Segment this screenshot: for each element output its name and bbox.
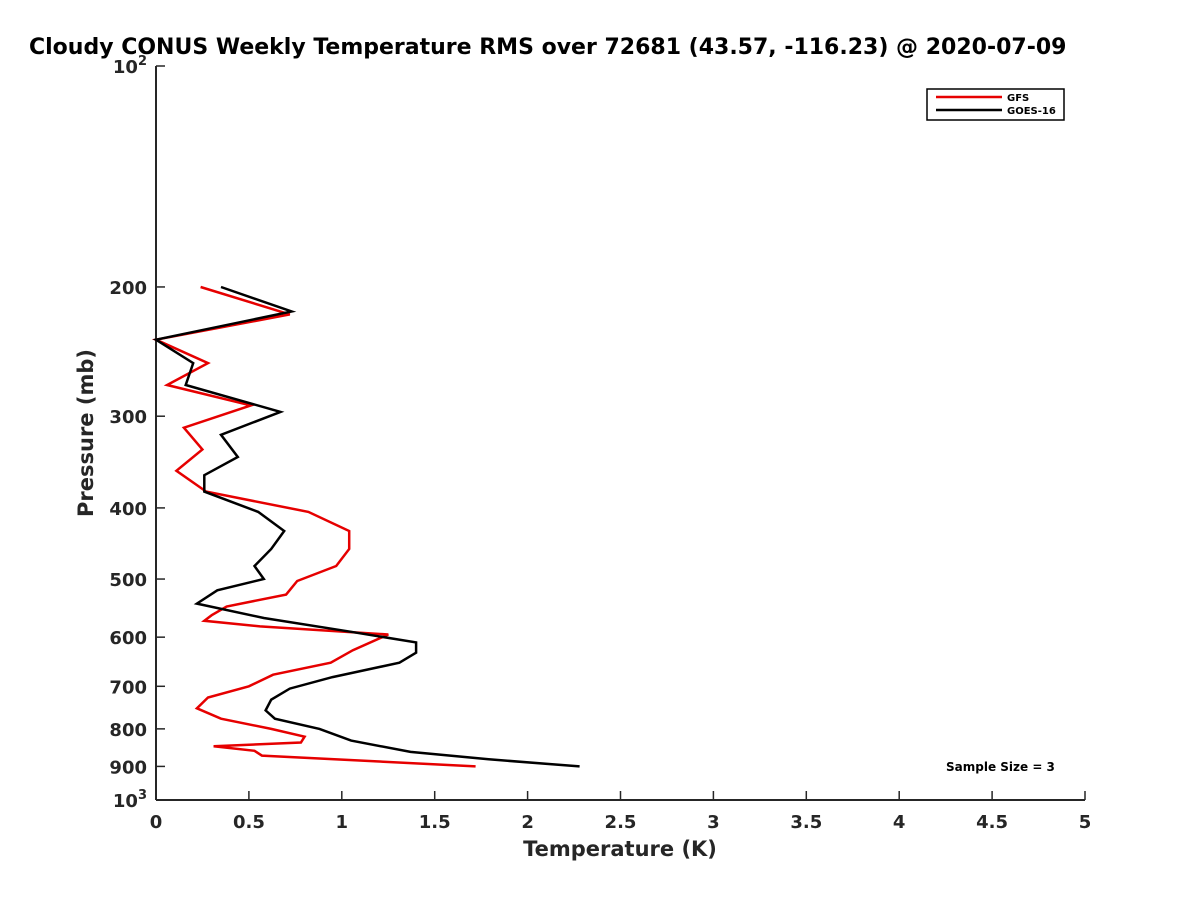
x-tick-label: 3 <box>707 812 720 833</box>
chart-title: Cloudy CONUS Weekly Temperature RMS over… <box>29 35 1066 60</box>
y-tick-label: 800 <box>109 720 147 741</box>
y-tick-label: 700 <box>109 677 147 698</box>
x-tick-label: 0 <box>150 812 163 833</box>
x-tick-label: 2 <box>521 812 534 833</box>
x-ticks: 0 0.5 1 1.5 2 2.5 3 3.5 4 4.5 5 <box>150 791 1092 833</box>
legend-label-gfs: GFS <box>1007 93 1029 104</box>
y-tick-label: 900 <box>109 757 147 778</box>
x-tick-label: 4.5 <box>976 812 1008 833</box>
x-axis-label: Temperature (K) <box>523 837 717 861</box>
y-tick-label: 102 <box>113 54 147 78</box>
legend-box <box>926 88 1065 121</box>
series-line-gfs <box>151 285 476 768</box>
x-tick-label: 3.5 <box>790 812 822 833</box>
series-line-goes16 <box>152 285 580 768</box>
legend: GFS GOES-16 <box>926 88 1065 121</box>
y-ticks: 102 200 300 400 500 600 700 800 900 103 <box>109 54 165 812</box>
y-tick-label: 600 <box>109 628 147 649</box>
plot-area: 0 0.5 1 1.5 2 2.5 3 3.5 4 4.5 5 102 200 300 400 500 600… <box>109 54 1091 833</box>
x-tick-label: 5 <box>1079 812 1092 833</box>
y-tick-label: 300 <box>109 407 147 428</box>
x-tick-label: 1.5 <box>419 812 451 833</box>
legend-label-goes16: GOES-16 <box>1007 106 1056 117</box>
y-tick-label: 400 <box>109 499 147 520</box>
y-tick-label: 500 <box>109 570 147 591</box>
sample-size-annotation: Sample Size = 3 <box>946 760 1055 774</box>
x-tick-label: 0.5 <box>233 812 265 833</box>
y-tick-label: 103 <box>113 788 147 812</box>
y-axis-label: Pressure (mb) <box>74 349 98 517</box>
x-tick-label: 2.5 <box>605 812 637 833</box>
y-tick-label: 200 <box>109 278 147 299</box>
x-tick-label: 4 <box>893 812 906 833</box>
x-tick-label: 1 <box>336 812 349 833</box>
series-lines <box>151 285 580 768</box>
